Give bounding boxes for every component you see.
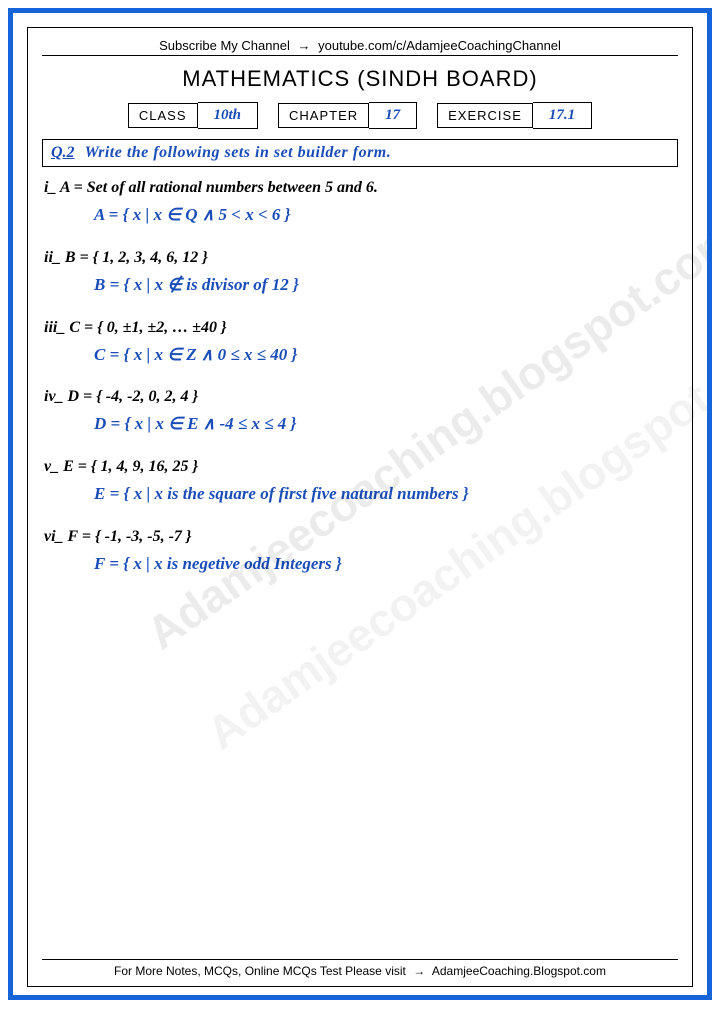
prompt: iv_ D = { -4, -2, 0, 2, 4 } bbox=[44, 388, 676, 406]
subscribe-text: Subscribe My Channel bbox=[159, 38, 290, 53]
arrow-icon: → bbox=[413, 964, 425, 978]
answer: F = { x | x is negetive odd Integers } bbox=[44, 552, 676, 576]
prompt: iii_ C = { 0, ±1, ±2, … ±40 } bbox=[44, 319, 676, 337]
answer: B = { x | x ∉ is divisor of 12 } bbox=[44, 273, 676, 297]
prompt: v_ E = { 1, 4, 9, 16, 25 } bbox=[44, 458, 676, 476]
page-outer-border: Subscribe My Channel → youtube.com/c/Ada… bbox=[8, 8, 712, 1000]
footer-line: For More Notes, MCQs, Online MCQs Test P… bbox=[42, 959, 678, 982]
item-6: vi_ F = { -1, -3, -5, -7 } F = { x | x i… bbox=[44, 528, 676, 576]
chapter-value: 17 bbox=[369, 102, 417, 129]
page-inner-container: Subscribe My Channel → youtube.com/c/Ada… bbox=[27, 27, 693, 987]
question-box: Q.2 Write the following sets in set buil… bbox=[42, 139, 678, 167]
arrow-icon: → bbox=[297, 38, 310, 53]
item-3: iii_ C = { 0, ±1, ±2, … ±40 } C = { x | … bbox=[44, 319, 676, 367]
content-area: i_ A = Set of all rational numbers betwe… bbox=[42, 175, 678, 602]
prompt: i_ A = Set of all rational numbers betwe… bbox=[44, 179, 676, 197]
class-value: 10th bbox=[198, 102, 259, 129]
footer-url: AdamjeeCoaching.Blogspot.com bbox=[432, 964, 606, 978]
item-5: v_ E = { 1, 4, 9, 16, 25 } E = { x | x i… bbox=[44, 458, 676, 506]
item-1: i_ A = Set of all rational numbers betwe… bbox=[44, 179, 676, 227]
chapter-label: CHAPTER bbox=[278, 103, 369, 128]
answer: D = { x | x ∈ E ∧ -4 ≤ x ≤ 4 } bbox=[44, 412, 676, 436]
class-label: CLASS bbox=[128, 103, 198, 128]
channel-url: youtube.com/c/AdamjeeCoachingChannel bbox=[318, 38, 561, 53]
answer: C = { x | x ∈ Z ∧ 0 ≤ x ≤ 40 } bbox=[44, 343, 676, 367]
exercise-box: EXERCISE 17.1 bbox=[437, 102, 592, 129]
item-4: iv_ D = { -4, -2, 0, 2, 4 } D = { x | x … bbox=[44, 388, 676, 436]
question-text: Write the following sets in set builder … bbox=[85, 144, 392, 162]
question-number: Q.2 bbox=[51, 144, 75, 162]
chapter-box: CHAPTER 17 bbox=[278, 102, 417, 129]
item-2: ii_ B = { 1, 2, 3, 4, 6, 12 } B = { x | … bbox=[44, 249, 676, 297]
answer: A = { x | x ∈ Q ∧ 5 < x < 6 } bbox=[44, 203, 676, 227]
page-title: MATHEMATICS (SINDH BOARD) bbox=[42, 56, 678, 102]
prompt: ii_ B = { 1, 2, 3, 4, 6, 12 } bbox=[44, 249, 676, 267]
exercise-label: EXERCISE bbox=[437, 103, 533, 128]
info-row: CLASS 10th CHAPTER 17 EXERCISE 17.1 bbox=[42, 102, 678, 129]
header-subscribe-line: Subscribe My Channel → youtube.com/c/Ada… bbox=[42, 36, 678, 56]
answer: E = { x | x is the square of first five … bbox=[44, 482, 676, 506]
prompt: vi_ F = { -1, -3, -5, -7 } bbox=[44, 528, 676, 546]
class-box: CLASS 10th bbox=[128, 102, 258, 129]
exercise-value: 17.1 bbox=[533, 102, 592, 129]
footer-text: For More Notes, MCQs, Online MCQs Test P… bbox=[114, 964, 406, 978]
